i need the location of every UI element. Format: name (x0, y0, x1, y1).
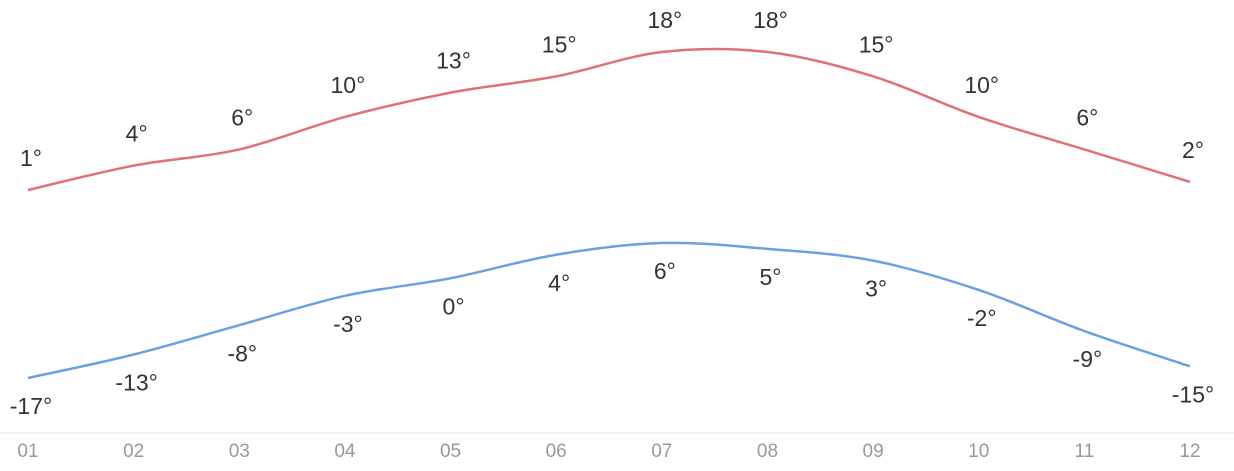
value-label: 6° (1076, 104, 1098, 130)
value-label: 18° (647, 7, 682, 33)
value-label: 1° (20, 145, 42, 171)
value-label: 13° (436, 48, 471, 74)
value-label: 6° (654, 258, 676, 284)
value-label: -15° (1172, 381, 1214, 407)
value-label: -2° (967, 305, 997, 331)
x-tick-label: 09 (863, 441, 884, 462)
x-tick-label: 04 (334, 441, 356, 462)
value-label: 15° (542, 31, 577, 57)
value-label: 3° (865, 276, 887, 302)
value-label: 10° (331, 72, 366, 98)
x-tick-label: 10 (968, 441, 989, 462)
x-tick-label: 11 (1074, 441, 1094, 462)
value-label: -9° (1073, 346, 1103, 372)
value-label: 4° (126, 121, 148, 147)
x-tick-label: 06 (546, 441, 567, 462)
x-tick-label: 01 (17, 441, 38, 462)
series-line (27, 47, 1191, 192)
value-label: 2° (1182, 137, 1204, 163)
value-label: -17° (10, 393, 52, 419)
value-label: 0° (443, 293, 465, 319)
value-label: -3° (333, 311, 363, 337)
x-tick-label: 03 (229, 441, 250, 462)
value-label: 15° (859, 31, 894, 57)
value-label: 5° (759, 264, 781, 290)
series-line (27, 241, 1191, 380)
value-label: 18° (753, 7, 788, 33)
x-tick-label: 07 (651, 441, 672, 462)
x-tick-label: 08 (757, 441, 778, 462)
x-tick-label: 02 (123, 441, 144, 462)
value-label: 4° (548, 270, 570, 296)
value-label: -13° (115, 370, 157, 396)
value-label: 10° (964, 72, 999, 98)
x-tick-label: 05 (440, 441, 461, 462)
x-tick-label: 12 (1179, 441, 1200, 462)
value-label: -8° (227, 340, 257, 366)
value-label: 6° (231, 104, 253, 130)
